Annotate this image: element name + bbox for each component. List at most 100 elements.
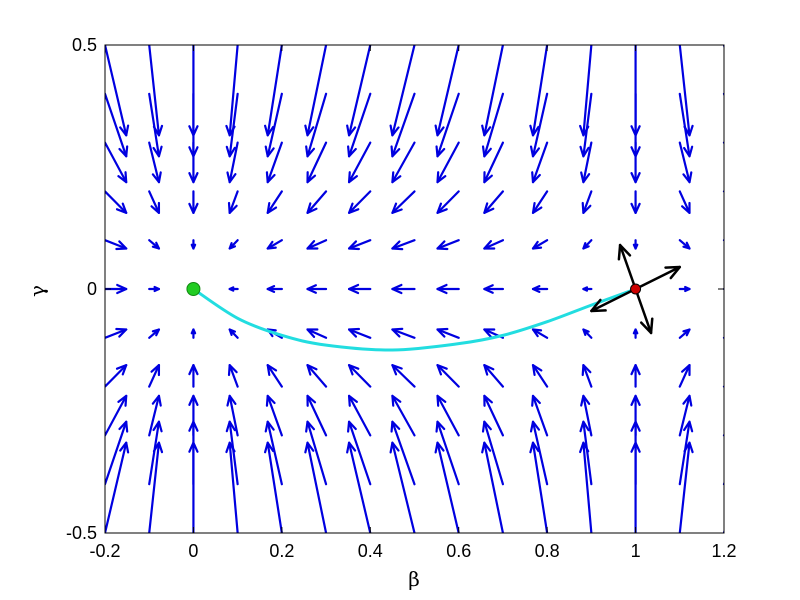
- field-arrow-shaft: [306, 141, 328, 184]
- field-arrow-head: [435, 420, 446, 433]
- field-arrow: [632, 328, 639, 339]
- field-arrow: [347, 394, 372, 437]
- field-arrow: [346, 441, 372, 533]
- field-arrow-shaft: [436, 239, 460, 250]
- field-arrow: [678, 285, 691, 293]
- field-arrow: [265, 394, 283, 437]
- field-arrow: [264, 45, 283, 137]
- field-arrow: [188, 190, 199, 214]
- field-arrow-head: [582, 286, 589, 292]
- field-arrow-head: [391, 240, 404, 251]
- field-arrow-head: [115, 202, 128, 214]
- field-arrow-shaft: [266, 364, 283, 388]
- field-arrow-head: [306, 240, 319, 250]
- field-arrow: [306, 239, 328, 250]
- field-arrow: [148, 364, 161, 388]
- field-arrow-head: [390, 145, 401, 158]
- field-arrow-head: [531, 202, 543, 214]
- field-arrow: [389, 45, 416, 137]
- field-arrow-head: [632, 243, 639, 250]
- field-arrow: [722, 92, 724, 98]
- field-arrow: [630, 364, 641, 388]
- field-arrow: [226, 394, 239, 437]
- field-arrow-head: [190, 243, 197, 250]
- field-arrow-head: [736, 204, 745, 213]
- field-arrow-shaft: [531, 92, 549, 158]
- field-arrow-head: [630, 172, 641, 184]
- field-arrow-head: [152, 145, 163, 158]
- field-arrow: [481, 92, 505, 158]
- field-arrow: [722, 45, 724, 50]
- field-arrow: [391, 327, 416, 339]
- field-arrow-head: [226, 171, 237, 184]
- field-arrow: [347, 420, 372, 486]
- field-arrow: [148, 328, 161, 339]
- field-arrow-head: [264, 145, 275, 158]
- field-arrow: [347, 283, 372, 295]
- field-arrow-head: [118, 420, 129, 433]
- field-arrow-shaft: [266, 394, 283, 437]
- field-arrow: [265, 141, 283, 184]
- x-tick-label: 0: [188, 541, 198, 561]
- field-arrow: [678, 420, 694, 486]
- field-arrow: [483, 239, 505, 250]
- field-arrow: [722, 385, 724, 388]
- field-arrow: [581, 190, 593, 214]
- field-arrow-head: [630, 441, 641, 453]
- field-arrow: [188, 364, 199, 388]
- field-arrow: [228, 239, 239, 250]
- field-arrow-shaft: [582, 141, 593, 184]
- field-arrow: [105, 394, 128, 437]
- field-arrow-shaft: [347, 420, 372, 486]
- x-tick-label: 0.8: [535, 541, 560, 561]
- field-arrow-head: [227, 201, 238, 214]
- field-arrow: [678, 239, 691, 250]
- field-arrow-shaft: [347, 394, 372, 437]
- field-arrow-head: [391, 394, 402, 407]
- field-arrow-head: [391, 202, 403, 214]
- field-arrow-shaft: [306, 328, 328, 339]
- field-arrow: [579, 420, 593, 486]
- field-arrow-shaft: [391, 190, 416, 214]
- field-arrow: [630, 141, 641, 184]
- field-arrow-head: [391, 327, 404, 338]
- y-tick-label: 0.5: [72, 35, 97, 55]
- field-arrow-head: [481, 124, 492, 137]
- field-arrow-shaft: [678, 394, 691, 437]
- field-arrow-head: [736, 285, 745, 293]
- field-arrow-head: [529, 420, 541, 433]
- field-arrow-head: [630, 202, 641, 214]
- field-arrow: [632, 239, 639, 250]
- field-arrow-head: [150, 364, 161, 377]
- field-arrow-shaft: [228, 420, 239, 486]
- field-arrow-head: [347, 394, 358, 407]
- field-arrow-head: [306, 171, 317, 184]
- field-arrow: [190, 239, 197, 250]
- field-arrow-shaft: [722, 385, 724, 388]
- field-arrow: [347, 190, 372, 214]
- field-arrow-head: [630, 394, 641, 406]
- field-arrow-head: [152, 441, 164, 454]
- field-arrow: [678, 190, 691, 214]
- field-arrow-shaft: [391, 92, 416, 158]
- field-arrow-shaft: [266, 141, 283, 184]
- field-arrow: [306, 141, 328, 184]
- field-arrow-shaft: [306, 190, 328, 214]
- field-arrow-head: [188, 441, 199, 453]
- field-arrow-head: [483, 394, 493, 407]
- x-axis-label: β: [408, 567, 420, 591]
- field-arrow: [190, 328, 197, 339]
- field-arrow-head: [115, 327, 128, 338]
- field-arrow: [225, 420, 239, 486]
- field-arrow-head: [483, 171, 493, 184]
- field-arrow: [105, 441, 130, 533]
- field-arrow: [582, 286, 593, 292]
- field-arrow-head: [304, 441, 315, 454]
- field-arrow-head: [682, 241, 691, 250]
- field-arrow: [531, 394, 549, 437]
- field-arrow-shaft: [228, 364, 239, 388]
- field-arrow: [306, 284, 328, 294]
- field-arrow-shaft: [678, 441, 691, 533]
- field-arrow: [391, 141, 416, 184]
- field-arrow-head: [116, 283, 128, 295]
